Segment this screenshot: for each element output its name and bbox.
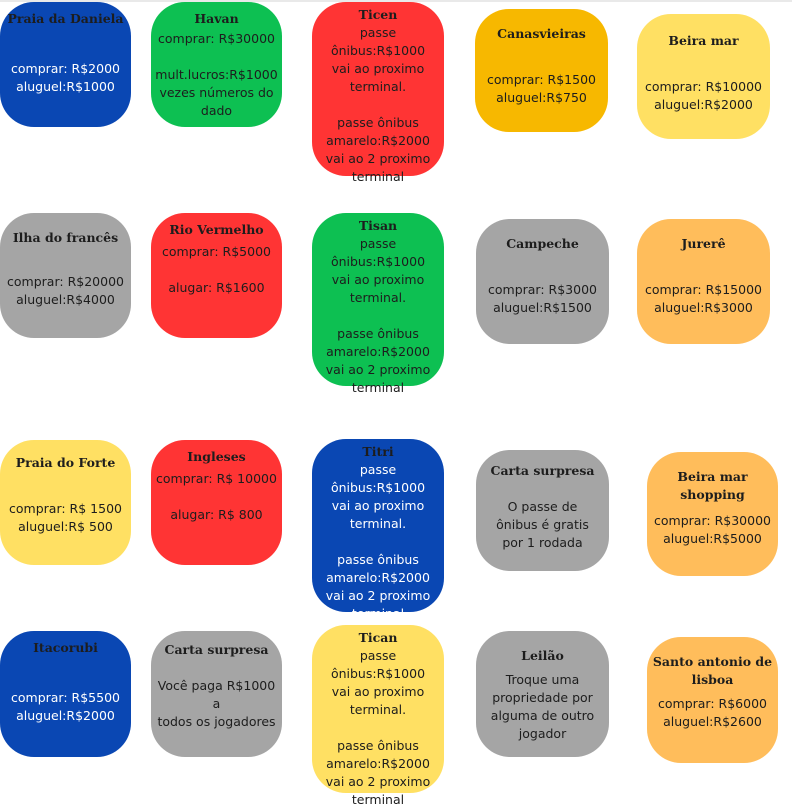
card-title: Ticen bbox=[358, 7, 398, 22]
card-beira-mar[interactable]: Beira mar comprar: R$10000 aluguel:R$200… bbox=[637, 14, 770, 139]
card-ticen[interactable]: Ticen passe ônibus:R$1000 vai ao proximo… bbox=[312, 2, 444, 184]
card-body: comprar: R$5500 aluguel:R$2000 bbox=[11, 690, 120, 723]
card-ingleses[interactable]: Ingleses comprar: R$ 10000 alugar: R$ 80… bbox=[151, 440, 282, 565]
card-title: Praia do Forte bbox=[15, 455, 116, 470]
card-body: comprar: R$5000 alugar: R$1600 bbox=[162, 244, 271, 295]
card-title: Itacorubi bbox=[33, 640, 98, 655]
card-body: comprar: R$15000 aluguel:R$3000 bbox=[645, 282, 762, 315]
card-carta-surpresa-1[interactable]: Carta surpresa O passe de ônibus é grati… bbox=[476, 450, 609, 571]
card-title: Canasvieiras bbox=[497, 26, 586, 41]
card-campeche[interactable]: Campeche comprar: R$3000 aluguel:R$1500 bbox=[476, 219, 609, 344]
card-ilha-do-frances[interactable]: Ilha do francês comprar: R$20000 aluguel… bbox=[0, 213, 131, 338]
card-body: Troque uma propriedade por alguma de out… bbox=[490, 672, 595, 741]
card-title: Tisan bbox=[358, 218, 398, 233]
card-title: Beira mar shopping bbox=[677, 469, 748, 502]
card-title: Carta surpresa bbox=[490, 463, 595, 478]
card-tican[interactable]: Tican passe ônibus:R$1000 vai ao proximo… bbox=[312, 625, 444, 807]
card-title: Carta surpresa bbox=[164, 642, 269, 657]
card-body: comprar: R$ 1500 aluguel:R$ 500 bbox=[9, 501, 122, 534]
card-jurere[interactable]: Jurerê comprar: R$15000 aluguel:R$3000 bbox=[637, 219, 770, 344]
card-body: comprar: R$3000 aluguel:R$1500 bbox=[488, 282, 597, 315]
card-beira-mar-shopping[interactable]: Beira mar shopping comprar: R$30000 alug… bbox=[647, 452, 778, 576]
card-rio-vermelho[interactable]: Rio Vermelho comprar: R$5000 alugar: R$1… bbox=[151, 213, 282, 338]
card-title: Havan bbox=[194, 11, 239, 26]
card-title: Jurerê bbox=[681, 236, 726, 251]
card-body: comprar: R$10000 aluguel:R$2000 bbox=[645, 79, 762, 112]
card-carta-surpresa-2[interactable]: Carta surpresa Você paga R$1000 a todos … bbox=[151, 631, 282, 757]
card-body: passe ônibus:R$1000 vai ao proximo termi… bbox=[325, 462, 431, 621]
card-title: Leilão bbox=[521, 648, 564, 663]
card-body: passe ônibus:R$1000 vai ao proximo termi… bbox=[325, 648, 431, 807]
card-title: Santo antonio de lisboa bbox=[652, 654, 773, 687]
card-body: passe ônibus:R$1000 vai ao proximo termi… bbox=[325, 236, 431, 395]
card-body: passe ônibus:R$1000 vai ao proximo termi… bbox=[325, 25, 431, 184]
card-title: Ilha do francês bbox=[12, 230, 119, 245]
card-praia-do-forte[interactable]: Praia do Forte comprar: R$ 1500 aluguel:… bbox=[0, 440, 131, 565]
card-title: Titri bbox=[362, 444, 394, 459]
card-title: Rio Vermelho bbox=[169, 222, 264, 237]
card-body: Você paga R$1000 a todos os jogadores bbox=[157, 678, 276, 729]
card-body: comprar: R$2000 aluguel:R$1000 bbox=[11, 61, 120, 94]
card-title: Praia da Daniela bbox=[7, 11, 124, 26]
card-body: comprar: R$ 10000 alugar: R$ 800 bbox=[156, 471, 277, 522]
card-body: comprar: R$30000 mult.lucros:R$1000 veze… bbox=[155, 31, 278, 118]
card-title: Campeche bbox=[506, 236, 579, 251]
card-titri[interactable]: Titri passe ônibus:R$1000 vai ao proximo… bbox=[312, 439, 444, 621]
card-title: Tican bbox=[358, 630, 398, 645]
card-havan[interactable]: Havan comprar: R$30000 mult.lucros:R$100… bbox=[151, 2, 282, 127]
card-body: comprar: R$20000 aluguel:R$4000 bbox=[7, 274, 124, 307]
card-canasvieiras[interactable]: Canasvieiras comprar: R$1500 aluguel:R$7… bbox=[475, 9, 608, 132]
card-body: O passe de ônibus é gratis por 1 rodada bbox=[496, 499, 589, 550]
card-title: Beira mar bbox=[668, 33, 739, 48]
card-body: comprar: R$6000 aluguel:R$2600 bbox=[658, 696, 767, 729]
card-body: comprar: R$30000 aluguel:R$5000 bbox=[654, 513, 771, 546]
card-title: Ingleses bbox=[187, 449, 246, 464]
card-leilao[interactable]: Leilão Troque uma propriedade por alguma… bbox=[476, 631, 609, 757]
card-praia-da-daniela[interactable]: Praia da Daniela comprar: R$2000 aluguel… bbox=[0, 2, 131, 127]
card-santo-antonio-de-lisboa[interactable]: Santo antonio de lisboa comprar: R$6000 … bbox=[647, 637, 778, 763]
card-body: comprar: R$1500 aluguel:R$750 bbox=[487, 72, 596, 105]
card-itacorubi[interactable]: Itacorubi comprar: R$5500 aluguel:R$2000 bbox=[0, 631, 131, 757]
top-divider bbox=[0, 0, 792, 2]
card-tisan[interactable]: Tisan passe ônibus:R$1000 vai ao proximo… bbox=[312, 213, 444, 395]
